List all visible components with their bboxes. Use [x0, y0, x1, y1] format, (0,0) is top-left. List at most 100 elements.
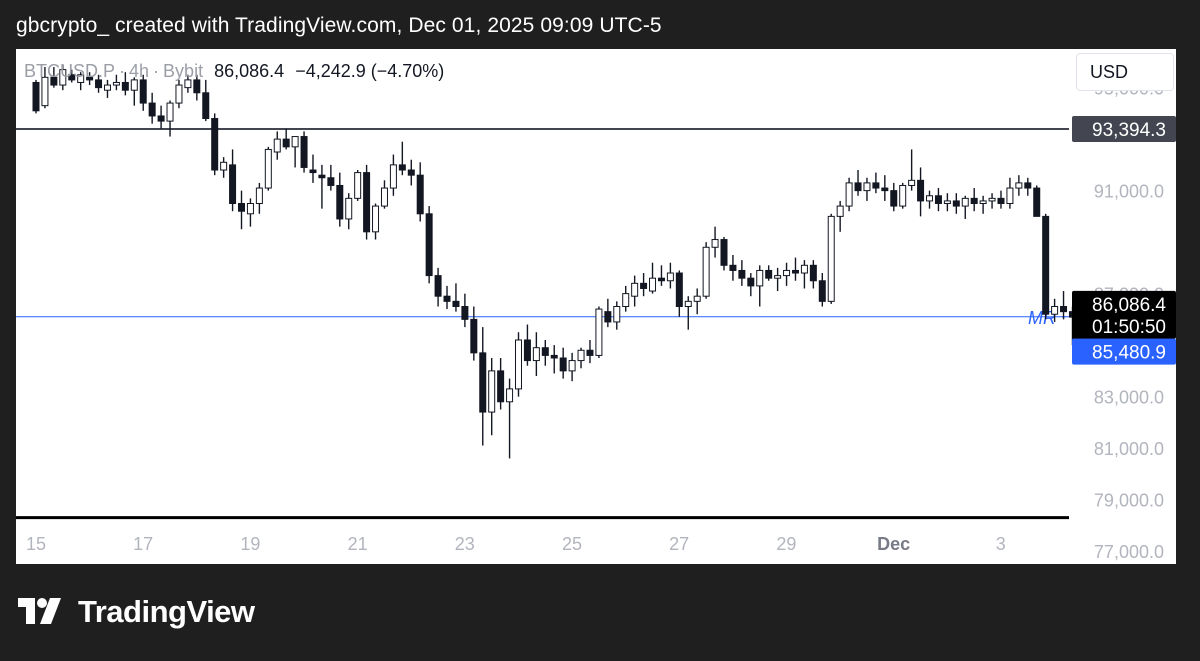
- candle-body[interactable]: [103, 84, 111, 91]
- candle-body[interactable]: [345, 197, 353, 220]
- candle-body[interactable]: [139, 79, 147, 104]
- candle-body[interactable]: [988, 197, 996, 202]
- candle-body[interactable]: [398, 164, 406, 171]
- candle-body[interactable]: [434, 275, 442, 297]
- candle-body[interactable]: [854, 182, 862, 192]
- candle-body[interactable]: [908, 179, 916, 186]
- candle-body[interactable]: [604, 311, 612, 323]
- candle-body[interactable]: [407, 169, 415, 176]
- candle-body[interactable]: [702, 246, 710, 297]
- candle-body[interactable]: [541, 347, 549, 356]
- candle-body[interactable]: [479, 352, 487, 413]
- candle-body[interactable]: [970, 197, 978, 205]
- candle-body[interactable]: [729, 264, 737, 271]
- candle-body[interactable]: [59, 69, 67, 86]
- candle-body[interactable]: [86, 76, 94, 81]
- candle-body[interactable]: [327, 177, 335, 186]
- candle-body[interactable]: [166, 102, 174, 122]
- candlestick-chart[interactable]: MR95,000.091,000.087,000.083,000.081,000…: [16, 49, 1176, 564]
- candle-body[interactable]: [872, 182, 880, 189]
- candle-body[interactable]: [112, 81, 120, 86]
- candle-body[interactable]: [756, 269, 764, 287]
- candle-body[interactable]: [336, 184, 344, 220]
- candle-body[interactable]: [246, 203, 254, 215]
- candle-body[interactable]: [1051, 306, 1059, 315]
- candle-body[interactable]: [631, 282, 639, 297]
- candle-body[interactable]: [363, 172, 371, 233]
- candle-body[interactable]: [470, 318, 478, 354]
- candle-body[interactable]: [934, 195, 942, 204]
- candle-body[interactable]: [890, 190, 898, 207]
- candle-body[interactable]: [997, 197, 1005, 205]
- candle-body[interactable]: [738, 269, 746, 279]
- candle-body[interactable]: [389, 164, 397, 189]
- candle-body[interactable]: [1060, 306, 1068, 313]
- candle-body[interactable]: [380, 187, 388, 207]
- candle-body[interactable]: [1042, 215, 1050, 315]
- candle-body[interactable]: [961, 197, 969, 207]
- candle-body[interactable]: [926, 195, 934, 202]
- candle-body[interactable]: [130, 79, 138, 91]
- candle-body[interactable]: [354, 172, 362, 199]
- candle-body[interactable]: [899, 184, 907, 207]
- candle-body[interactable]: [372, 205, 380, 233]
- candle-body[interactable]: [1024, 182, 1032, 189]
- candle-body[interactable]: [800, 264, 808, 274]
- candle-body[interactable]: [818, 280, 826, 302]
- candle-body[interactable]: [1033, 187, 1041, 217]
- candle-body[interactable]: [148, 102, 156, 117]
- candle-body[interactable]: [211, 118, 219, 171]
- candle-body[interactable]: [783, 269, 791, 277]
- candle-body[interactable]: [577, 349, 585, 362]
- candle-body[interactable]: [675, 272, 683, 307]
- candle-body[interactable]: [881, 187, 889, 192]
- currency-button[interactable]: USD: [1076, 53, 1174, 91]
- chart-panel[interactable]: MR95,000.091,000.087,000.083,000.081,000…: [16, 49, 1176, 564]
- candle-body[interactable]: [774, 275, 782, 279]
- candle-body[interactable]: [68, 74, 76, 81]
- candle-body[interactable]: [1006, 187, 1014, 205]
- candle-body[interactable]: [693, 295, 701, 302]
- candle-body[interactable]: [443, 295, 451, 302]
- candle-body[interactable]: [184, 79, 192, 89]
- candle-body[interactable]: [32, 81, 40, 112]
- candle-body[interactable]: [649, 277, 657, 292]
- candle-body[interactable]: [461, 306, 469, 320]
- candle-body[interactable]: [836, 205, 844, 217]
- candle-body[interactable]: [1015, 182, 1023, 189]
- candle-body[interactable]: [202, 92, 210, 120]
- candle-body[interactable]: [282, 138, 290, 148]
- candle-body[interactable]: [193, 79, 201, 94]
- candle-body[interactable]: [827, 215, 835, 302]
- candle-body[interactable]: [77, 74, 85, 83]
- candle-body[interactable]: [175, 84, 183, 104]
- candle-body[interactable]: [300, 136, 308, 168]
- candle-body[interactable]: [273, 138, 281, 153]
- candle-body[interactable]: [506, 388, 514, 403]
- candle-body[interactable]: [523, 339, 531, 362]
- candle-body[interactable]: [309, 169, 317, 174]
- candle-body[interactable]: [568, 360, 576, 372]
- candle-body[interactable]: [943, 200, 951, 205]
- candle-body[interactable]: [532, 347, 540, 362]
- candle-body[interactable]: [720, 239, 728, 266]
- candle-body[interactable]: [791, 269, 799, 274]
- candle-body[interactable]: [416, 174, 424, 215]
- candle-body[interactable]: [711, 239, 719, 248]
- candle-body[interactable]: [684, 300, 692, 308]
- legend-interval[interactable]: 4h: [129, 61, 150, 81]
- candle-body[interactable]: [765, 269, 773, 279]
- candle-body[interactable]: [291, 136, 299, 148]
- candle-body[interactable]: [559, 357, 567, 372]
- candle-body[interactable]: [550, 354, 558, 359]
- candle-body[interactable]: [50, 76, 58, 86]
- candle-body[interactable]: [121, 81, 129, 91]
- candle-body[interactable]: [657, 277, 665, 282]
- candle-body[interactable]: [595, 308, 603, 356]
- candle-body[interactable]: [845, 182, 853, 207]
- candle-body[interactable]: [622, 293, 630, 307]
- candle-body[interactable]: [952, 200, 960, 207]
- candle-body[interactable]: [41, 76, 49, 107]
- candle-body[interactable]: [157, 115, 165, 122]
- candle-body[interactable]: [979, 200, 987, 205]
